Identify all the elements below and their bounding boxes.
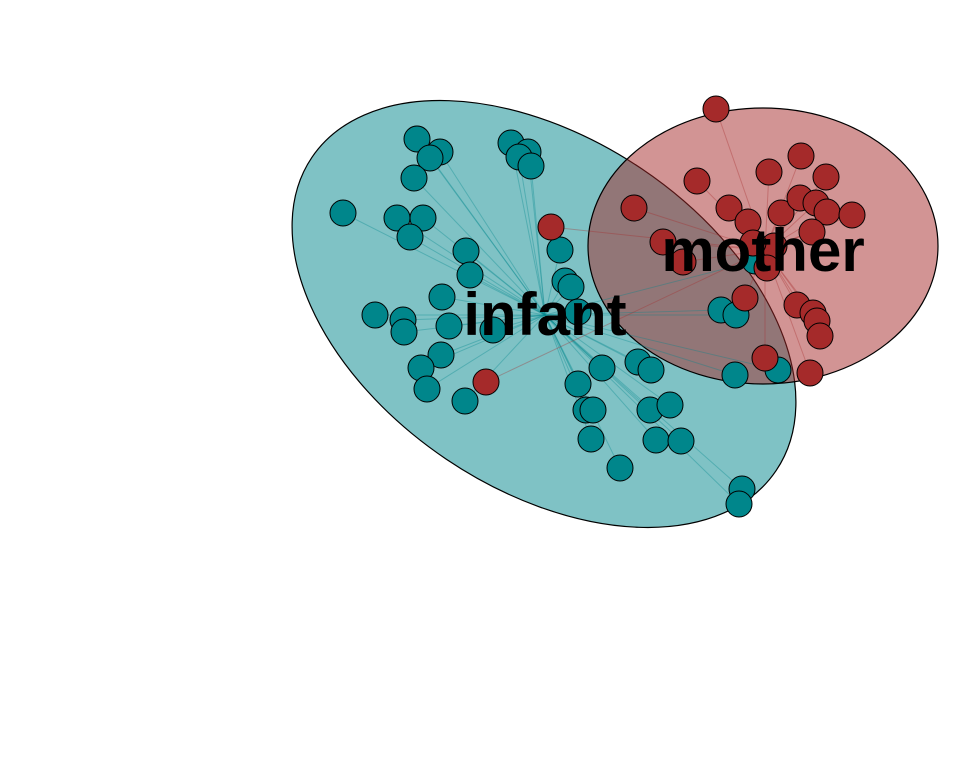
point-infant-23 bbox=[564, 298, 592, 326]
point-infant-0 bbox=[329, 199, 357, 227]
point-mother-0 bbox=[702, 95, 730, 123]
edge-infant-2 bbox=[439, 151, 546, 316]
point-infant-1 bbox=[403, 125, 431, 153]
point-infant-29 bbox=[588, 354, 616, 382]
point-mother-18 bbox=[731, 284, 759, 312]
point-infant-39 bbox=[667, 427, 695, 455]
edge-infant-6 bbox=[422, 217, 546, 316]
point-mother-6 bbox=[715, 194, 743, 222]
point-infant-41 bbox=[725, 490, 753, 518]
point-infant-4 bbox=[400, 164, 428, 192]
edge-infant-11 bbox=[530, 165, 546, 316]
edge-infant-13 bbox=[469, 274, 546, 316]
point-mother-5 bbox=[620, 194, 648, 222]
series-label-infant: infant bbox=[463, 281, 626, 348]
point-mother-23 bbox=[751, 344, 779, 372]
point-infant-17 bbox=[390, 318, 418, 346]
point-infant-34 bbox=[577, 425, 605, 453]
group-points bbox=[329, 95, 866, 518]
point-mother-22 bbox=[806, 322, 834, 350]
point-mother-17 bbox=[753, 254, 781, 282]
point-infant-26 bbox=[413, 375, 441, 403]
point-mother-2 bbox=[755, 158, 783, 186]
point-infant-22 bbox=[557, 273, 585, 301]
point-mother-25 bbox=[537, 213, 565, 241]
edge-infant-12 bbox=[465, 250, 546, 316]
point-mother-8 bbox=[767, 199, 795, 227]
edge-infant-3 bbox=[429, 157, 546, 316]
point-infant-3 bbox=[416, 144, 444, 172]
point-infant-28 bbox=[564, 370, 592, 398]
edge-infant-0 bbox=[342, 212, 546, 316]
point-infant-18 bbox=[435, 312, 463, 340]
point-infant-35 bbox=[606, 454, 634, 482]
point-mother-12 bbox=[838, 201, 866, 229]
edge-infant-14 bbox=[441, 296, 546, 316]
point-mother-13 bbox=[798, 218, 826, 246]
point-infant-42 bbox=[721, 361, 749, 389]
point-infant-11 bbox=[517, 152, 545, 180]
group-labels: infant mother bbox=[463, 217, 864, 348]
point-infant-15 bbox=[361, 301, 389, 329]
point-mother-26 bbox=[472, 368, 500, 396]
point-infant-31 bbox=[637, 356, 665, 384]
point-infant-6 bbox=[409, 204, 437, 232]
point-infant-12 bbox=[452, 237, 480, 265]
point-infant-19 bbox=[479, 316, 507, 344]
edge-infant-4 bbox=[413, 177, 546, 316]
series-label-mother: mother bbox=[661, 217, 864, 284]
edge-mother-26 bbox=[485, 249, 766, 383]
point-mother-4 bbox=[683, 167, 711, 195]
point-infant-13 bbox=[456, 261, 484, 289]
edge-infant-17 bbox=[403, 314, 546, 333]
point-infant-7 bbox=[396, 223, 424, 251]
point-mother-15 bbox=[669, 248, 697, 276]
point-mother-27 bbox=[739, 229, 767, 257]
edge-infant-10 bbox=[518, 156, 546, 316]
point-infant-27 bbox=[451, 387, 479, 415]
point-mother-3 bbox=[812, 163, 840, 191]
point-infant-14 bbox=[428, 283, 456, 311]
point-mother-14 bbox=[649, 228, 677, 256]
edge-infant-8 bbox=[510, 142, 546, 316]
edge-infant-26 bbox=[426, 314, 546, 390]
point-infant-24 bbox=[427, 341, 455, 369]
point-mother-24 bbox=[796, 359, 824, 387]
edge-infant-30 bbox=[544, 314, 639, 363]
edge-infant-16 bbox=[402, 314, 546, 321]
point-infant-38 bbox=[642, 426, 670, 454]
point-mother-1 bbox=[787, 142, 815, 170]
point-infant-37 bbox=[656, 391, 684, 419]
point-infant-33 bbox=[579, 396, 607, 424]
point-infant-20 bbox=[546, 236, 574, 264]
